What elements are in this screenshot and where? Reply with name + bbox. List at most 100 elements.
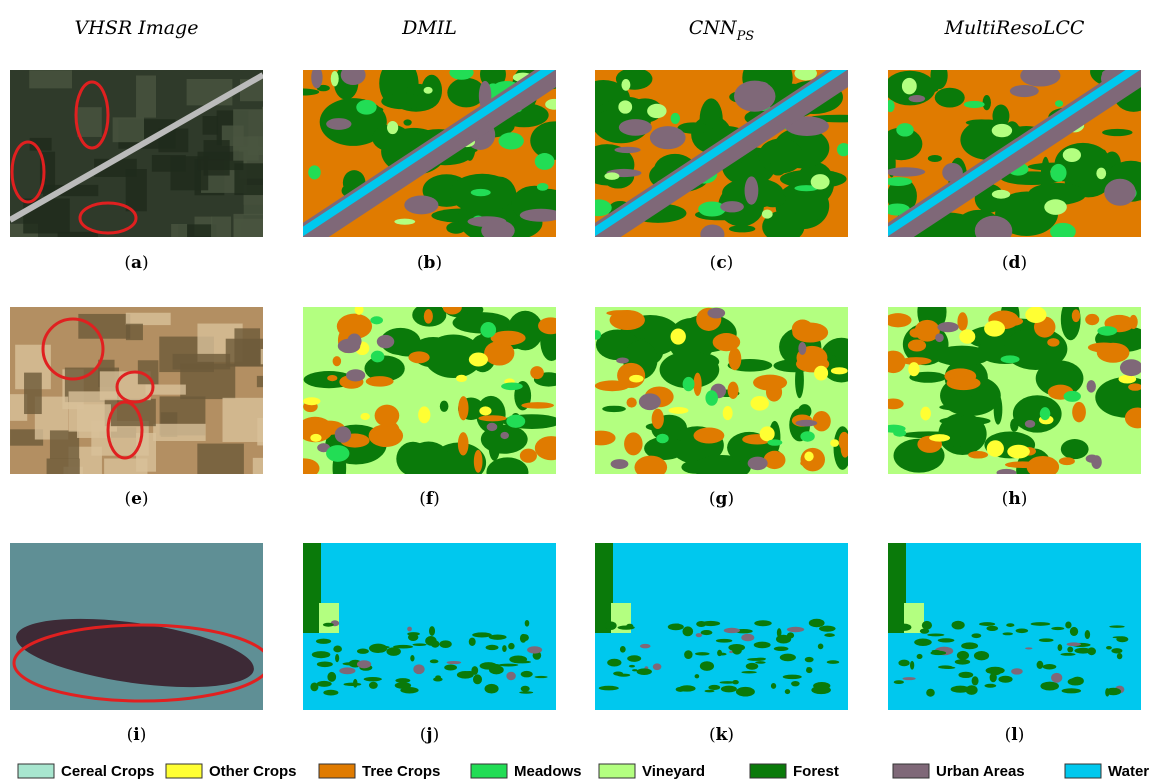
label-part: ( — [417, 253, 424, 273]
map-patch — [394, 682, 412, 689]
urban-stripe — [303, 70, 556, 237]
map-patch — [1067, 678, 1083, 686]
label-part: l — [1011, 725, 1018, 745]
map-patch — [1109, 625, 1125, 628]
map-patch — [1096, 167, 1107, 180]
label-part: ( — [709, 489, 716, 509]
map-patch — [519, 208, 556, 222]
map-patch — [1060, 652, 1076, 656]
legend-swatch — [598, 763, 636, 779]
header-text: DMIL — [401, 17, 457, 39]
map-patch — [824, 633, 835, 637]
map-patch — [972, 336, 1024, 346]
label-part: c — [716, 253, 726, 273]
map-patch — [352, 678, 358, 688]
map-patch — [720, 201, 744, 213]
map-patch — [728, 643, 746, 652]
map-patch — [652, 663, 662, 671]
shore — [595, 543, 613, 633]
map-patch — [311, 70, 323, 89]
label-part: i — [133, 725, 140, 745]
map-patch — [810, 174, 830, 190]
map-patch — [698, 201, 726, 217]
map-patch — [762, 210, 805, 237]
label-part: ) — [435, 253, 442, 273]
label-part: j — [424, 725, 432, 745]
map-patch — [498, 663, 519, 667]
map-patch — [1025, 307, 1047, 324]
label-part: ( — [420, 725, 427, 745]
map-patch — [634, 455, 668, 474]
map-patch — [1058, 457, 1075, 466]
map-patch — [937, 321, 959, 333]
map-patch — [705, 390, 718, 406]
map-patch — [723, 627, 740, 634]
map-patch — [759, 426, 775, 442]
map-patch — [934, 87, 965, 108]
map-patch — [468, 352, 489, 367]
map-patch — [1028, 182, 1087, 206]
map-patch — [1118, 374, 1137, 384]
map-patch — [484, 340, 515, 366]
map-patch — [1004, 461, 1041, 469]
label-part: ( — [1002, 253, 1009, 273]
map-patch — [1044, 199, 1067, 215]
map-patch — [794, 185, 819, 192]
map-patch — [812, 410, 831, 432]
map-patch — [598, 685, 619, 691]
label-part: ) — [1018, 725, 1025, 745]
map-patch — [963, 100, 985, 109]
map-patch — [893, 680, 904, 684]
map-patch — [1025, 647, 1033, 650]
map-patch — [534, 675, 548, 679]
map-patch — [794, 70, 817, 81]
map-patch — [439, 640, 452, 648]
field — [234, 328, 261, 367]
map-patch — [753, 641, 771, 649]
map-patch — [907, 339, 927, 352]
map-patch — [607, 658, 622, 667]
map-patch — [395, 678, 411, 683]
map-patch — [404, 195, 439, 215]
water-stripe — [303, 70, 556, 237]
map-patch — [909, 371, 947, 383]
map-patch — [479, 406, 492, 416]
water-stripe — [595, 70, 848, 237]
map-patch — [471, 666, 479, 675]
map-patch — [950, 685, 970, 693]
highlight-ellipse — [115, 370, 155, 404]
label-part: ( — [710, 253, 717, 273]
map-patch — [921, 620, 933, 630]
map-patch — [322, 622, 334, 627]
map-patch — [380, 327, 421, 355]
map-patch — [699, 661, 715, 671]
map-patch — [610, 459, 629, 469]
map-patch — [502, 645, 507, 652]
legend-label: Cereal Crops — [61, 763, 154, 780]
map-patch — [408, 351, 430, 364]
field — [153, 423, 206, 442]
map-patch — [693, 372, 702, 397]
map-patch — [520, 634, 529, 642]
map-patch — [782, 674, 802, 680]
label-part: b — [424, 253, 436, 273]
map-patch — [473, 449, 483, 473]
label-part: ( — [124, 253, 131, 273]
map-patch — [323, 689, 339, 696]
map-patch — [811, 685, 831, 695]
map-patch — [989, 672, 997, 683]
map-patch — [310, 682, 319, 692]
map-patch — [957, 312, 968, 331]
panel-label: (l) — [1005, 725, 1025, 745]
column-header: MultiResoLCC — [944, 17, 1085, 39]
map-patch — [407, 633, 419, 642]
map-patch — [457, 432, 469, 456]
map-patch — [636, 668, 652, 675]
map-patch — [310, 433, 322, 442]
map-patch — [693, 427, 725, 444]
legend-swatch — [470, 763, 508, 779]
map-patch — [808, 618, 825, 628]
map-patch — [616, 357, 629, 364]
panel-image — [595, 543, 848, 710]
map-patch — [595, 330, 602, 340]
